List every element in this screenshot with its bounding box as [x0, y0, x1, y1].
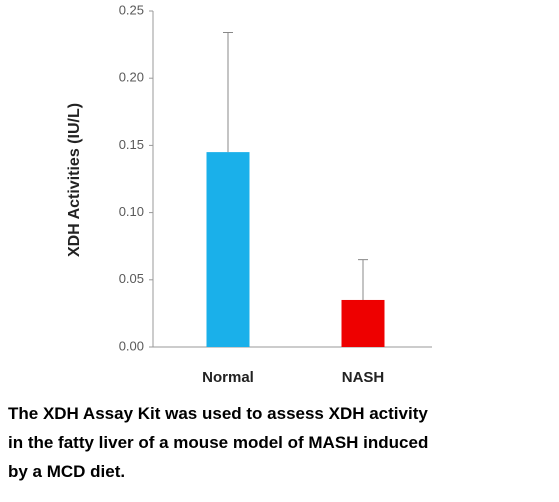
- y-tick-label: 0.05: [119, 271, 144, 286]
- y-tick-label: 0.00: [119, 338, 144, 353]
- x-tick-label: NASH: [342, 369, 385, 386]
- y-tick-label: 0.25: [119, 2, 144, 17]
- caption-line: The XDH Assay Kit was used to assess XDH…: [8, 404, 428, 423]
- caption-line: in the fatty liver of a mouse model of M…: [8, 433, 428, 452]
- caption-line: by a MCD diet.: [8, 462, 125, 481]
- bar: [206, 152, 250, 347]
- y-tick-label: 0.20: [119, 70, 144, 85]
- y-axis-label: XDH Activities (IU/L): [66, 103, 83, 257]
- y-tick-label: 0.10: [119, 204, 144, 219]
- x-tick-label: Normal: [202, 369, 254, 386]
- y-tick-label: 0.15: [119, 137, 144, 152]
- bar: [341, 299, 385, 347]
